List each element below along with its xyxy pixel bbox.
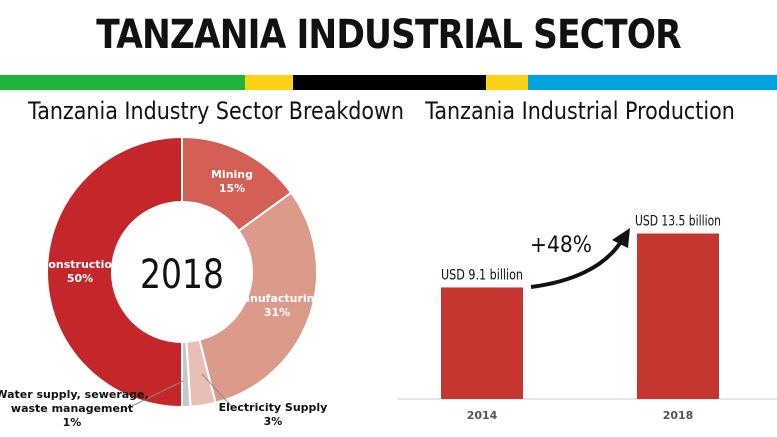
pie-label-mining: 15% [219, 182, 245, 195]
bar-chart-title: Tanzania Industrial Production [425, 97, 735, 125]
growth-arrow [530, 238, 624, 289]
pie-label-mining: Mining [211, 168, 253, 181]
flag-stripe-segment [245, 75, 293, 90]
pie-label-electricity: 3% [264, 415, 283, 428]
flag-stripe-segment [293, 75, 486, 90]
bar-value-label-2014: USD 9.1 billion [441, 267, 523, 283]
pie-slice-construction [46, 135, 183, 409]
growth-arrowhead [612, 228, 630, 248]
pie-label-water: waste management [11, 402, 133, 415]
pie-label-construction: Construction [40, 258, 119, 271]
growth-annotation: +48% [530, 233, 592, 258]
donut-center-label: 2018 [140, 252, 224, 298]
pie-label-construction: 50% [67, 272, 93, 285]
pie-label-water: Water supply, sewerage, [0, 388, 149, 401]
pie-label-electricity: Electricity Supply [219, 401, 328, 414]
pie-label-manufacturing: Manufacturing [232, 292, 323, 305]
leader-line-electricity [201, 373, 234, 409]
x-tick-label-2014: 2014 [467, 409, 498, 422]
bar-2018 [637, 233, 719, 399]
flag-stripe-segment [528, 75, 777, 90]
flag-stripe [0, 75, 777, 90]
pie-label-manufacturing: 31% [264, 306, 290, 319]
bar-value-label-2018: USD 13.5 billion [635, 214, 721, 230]
flag-stripe-segment [0, 75, 245, 90]
leader-line-water [119, 380, 184, 413]
bar-2014 [441, 287, 523, 399]
flag-stripe-segment [486, 75, 528, 90]
pie-label-water: 1% [63, 416, 82, 429]
x-tick-label-2018: 2018 [663, 409, 694, 422]
donut-chart-title: Tanzania Industry Sector Breakdown [28, 97, 404, 125]
pie-slice-manufacturing [198, 191, 318, 404]
page-title: TANZANIA INDUSTRIAL SECTOR [96, 12, 681, 58]
